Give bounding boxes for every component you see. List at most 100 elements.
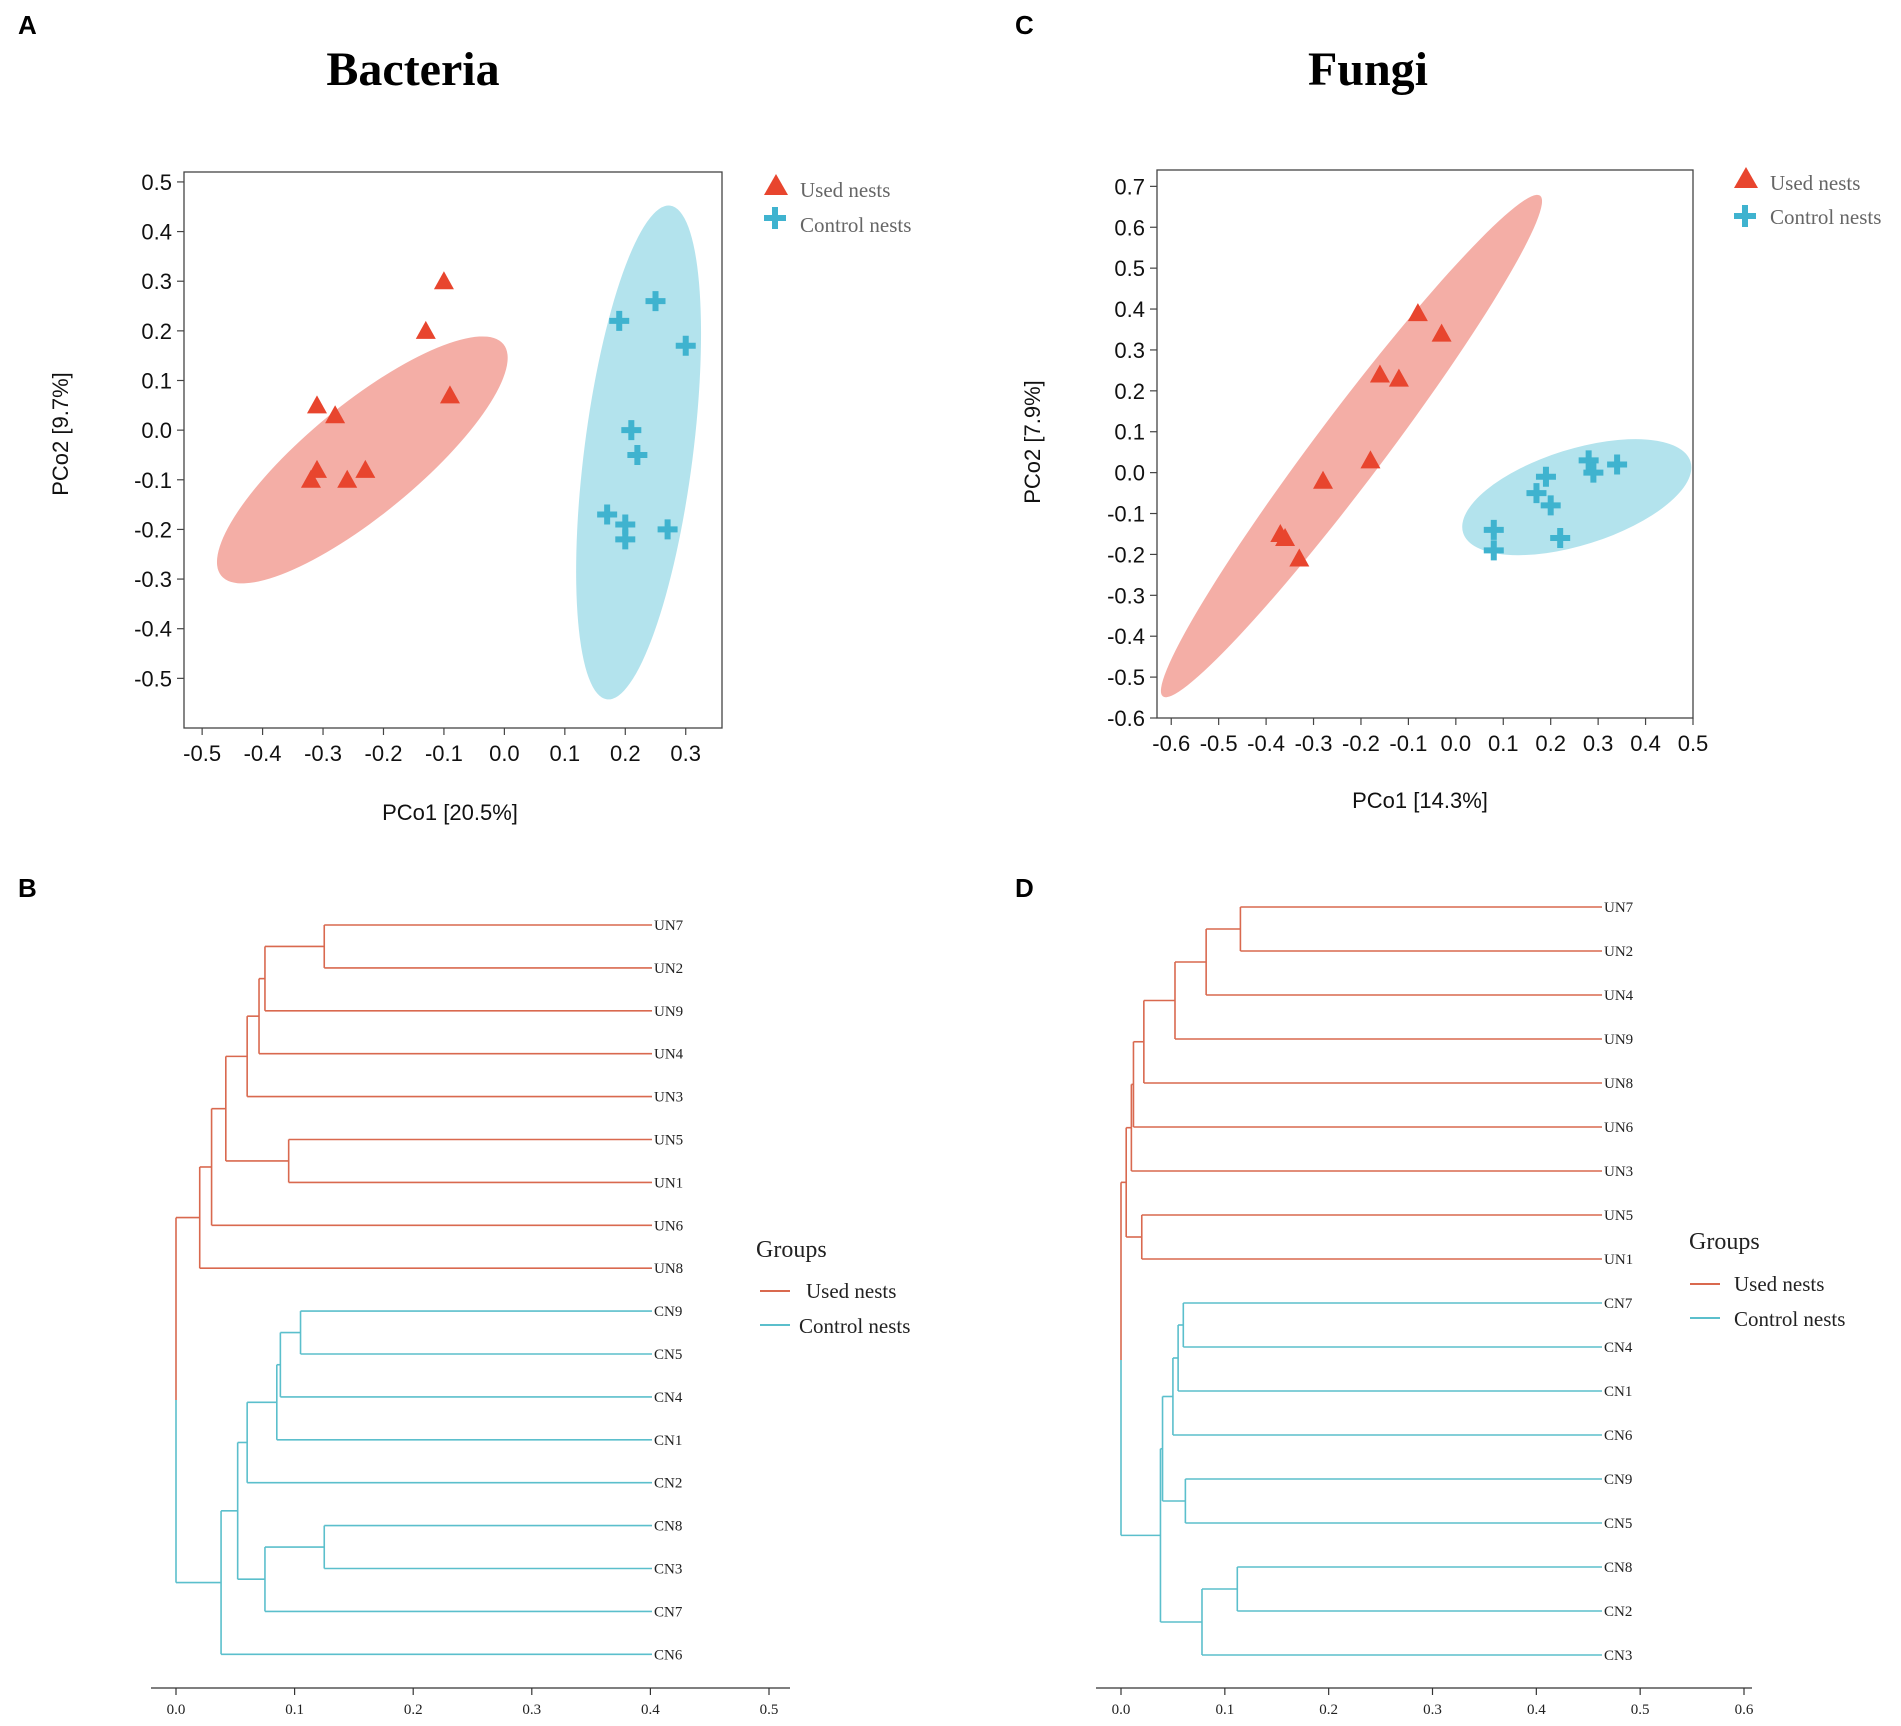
panel-letter-a: A (18, 10, 37, 40)
x-tick-label: -0.4 (244, 741, 282, 766)
y-tick-label: 0.3 (1114, 338, 1145, 363)
legend-control-label: Control nests (800, 213, 911, 237)
control-nest-point (657, 519, 678, 540)
x-tick-label: 0.1 (1215, 1702, 1234, 1718)
control-nest-point (645, 291, 666, 312)
x-tick-label: 0.0 (489, 741, 520, 766)
used-nest-point (355, 459, 376, 478)
leaf-label: UN7 (1604, 900, 1634, 916)
legend-used-triangle-icon (764, 174, 788, 195)
control-nest-point (1535, 466, 1556, 487)
leaf-label: CN1 (654, 1433, 682, 1449)
fungi-pcoa-plot: -0.6 -0.5 -0.4 -0.3 -0.2 -0.1 0.0 0.1 0.2 0.3 0.4 0… (1107, 169, 1709, 756)
y-tick-label: 0.5 (141, 170, 172, 195)
y-tick-label: -0.3 (134, 567, 172, 592)
y-tick-label: -0.2 (1107, 542, 1145, 567)
x-tick-label: 0.2 (1319, 1702, 1338, 1718)
leaf-label: CN7 (654, 1604, 683, 1620)
control-nest-point (627, 444, 648, 465)
used-nest-point (1360, 450, 1381, 469)
y-tick-label: -0.2 (134, 517, 172, 542)
legend-used-label: Used nests (1770, 171, 1860, 195)
control-nest-point (615, 529, 636, 550)
leaf-label: UN5 (654, 1133, 683, 1149)
y-tick-label: 0.1 (141, 369, 172, 394)
x-tick-label: -0.2 (365, 741, 403, 766)
leaf-label: UN1 (1604, 1252, 1633, 1268)
used-nest-point (433, 271, 454, 290)
leaf-label: CN6 (1604, 1428, 1633, 1444)
y-tick-label: 0.1 (1114, 420, 1145, 445)
control-nest-point (1550, 528, 1571, 549)
leaf-label: UN8 (1604, 1076, 1633, 1092)
leaf-label: UN4 (654, 1047, 684, 1063)
y-tick-label: -0.5 (1107, 665, 1145, 690)
x-tick-label: 0.3 (1583, 731, 1614, 756)
leaf-label: CN4 (654, 1390, 683, 1406)
control-nest-point (1607, 454, 1628, 475)
x-tick-label: 0.6 (1735, 1702, 1754, 1718)
control-nest-point (1540, 495, 1561, 516)
x-tick-label: 0.3 (522, 1702, 541, 1718)
leaf-label: UN2 (654, 961, 683, 977)
y-tick-label: -0.1 (1107, 502, 1145, 527)
y-tick-label: 0.3 (141, 269, 172, 294)
control-nest-point (1583, 462, 1604, 483)
used-confidence-ellipse (216, 336, 508, 584)
used-nest-point (300, 469, 321, 488)
x-tick-label: 0.4 (1527, 1702, 1546, 1718)
x-tick-label: 0.1 (285, 1702, 304, 1718)
bacteria-legend: Used nests Control nests (764, 174, 911, 237)
control-nest-point (1483, 519, 1504, 540)
legend-control-cross-icon (764, 207, 786, 229)
x-tick-label: 0.5 (1678, 731, 1709, 756)
control-nest-point (621, 420, 642, 441)
leaf-label: UN1 (654, 1175, 683, 1191)
used-nest-point (439, 385, 460, 404)
leaf-label: CN4 (1604, 1340, 1633, 1356)
leaf-label: CN5 (1604, 1516, 1632, 1532)
control-nest-point (1483, 540, 1504, 561)
leaf-label: CN5 (654, 1347, 682, 1363)
leaf-label: UN8 (654, 1261, 683, 1277)
leaf-label: UN5 (1604, 1208, 1633, 1224)
y-tick-label: 0.2 (1114, 379, 1145, 404)
used-nest-point (325, 405, 346, 424)
legend-used-label: Used nests (800, 178, 890, 202)
legend-control-cross-icon (1734, 205, 1756, 227)
leaf-label: CN2 (654, 1476, 682, 1492)
leaf-label: CN3 (1604, 1648, 1632, 1664)
leaf-label: CN2 (1604, 1604, 1632, 1620)
fungi-title: Fungi (1308, 43, 1428, 96)
y-tick-label: -0.3 (1107, 583, 1145, 608)
plot-frame (1156, 169, 1694, 719)
groups-legend-title: Groups (756, 1237, 827, 1263)
control-nest-point (1578, 450, 1599, 471)
x-tick-label: 0.0 (167, 1702, 186, 1718)
y-tick-label: 0.7 (1114, 174, 1145, 199)
plot-frame (183, 171, 723, 729)
control-nest-point (675, 335, 696, 356)
x-tick-label: -0.6 (1152, 731, 1190, 756)
leaf-label: UN3 (654, 1090, 683, 1106)
x-tick-label: -0.4 (1247, 731, 1285, 756)
leaf-label: CN8 (1604, 1560, 1632, 1576)
used-nest-point (415, 320, 436, 339)
y-tick-label: 0.0 (141, 418, 172, 443)
y-tick-label: 0.5 (1114, 256, 1145, 281)
fungi-legend: Used nests Control nests (1734, 167, 1881, 229)
y-tick-label: -0.5 (134, 666, 172, 691)
x-tick-label: 0.0 (1112, 1702, 1131, 1718)
x-tick-label: 0.1 (1488, 731, 1519, 756)
y-tick-label: -0.1 (134, 468, 172, 493)
bacteria-pcoa-plot: -0.5 -0.4 -0.3 -0.2 -0.1 0.0 0.1 0.2 0.3 0.5 0.4 0.… (134, 170, 723, 766)
leaf-label: CN3 (654, 1562, 682, 1578)
control-nest-point (615, 514, 636, 535)
used-nest-point (1313, 470, 1334, 489)
control-confidence-ellipse (1462, 439, 1692, 556)
y-tick-label: 0.2 (141, 319, 172, 344)
leaf-label: UN4 (1604, 988, 1634, 1004)
leaf-label: UN6 (1604, 1120, 1634, 1136)
legend-used-label: Used nests (1734, 1272, 1824, 1296)
x-tick-label: 0.2 (404, 1702, 423, 1718)
